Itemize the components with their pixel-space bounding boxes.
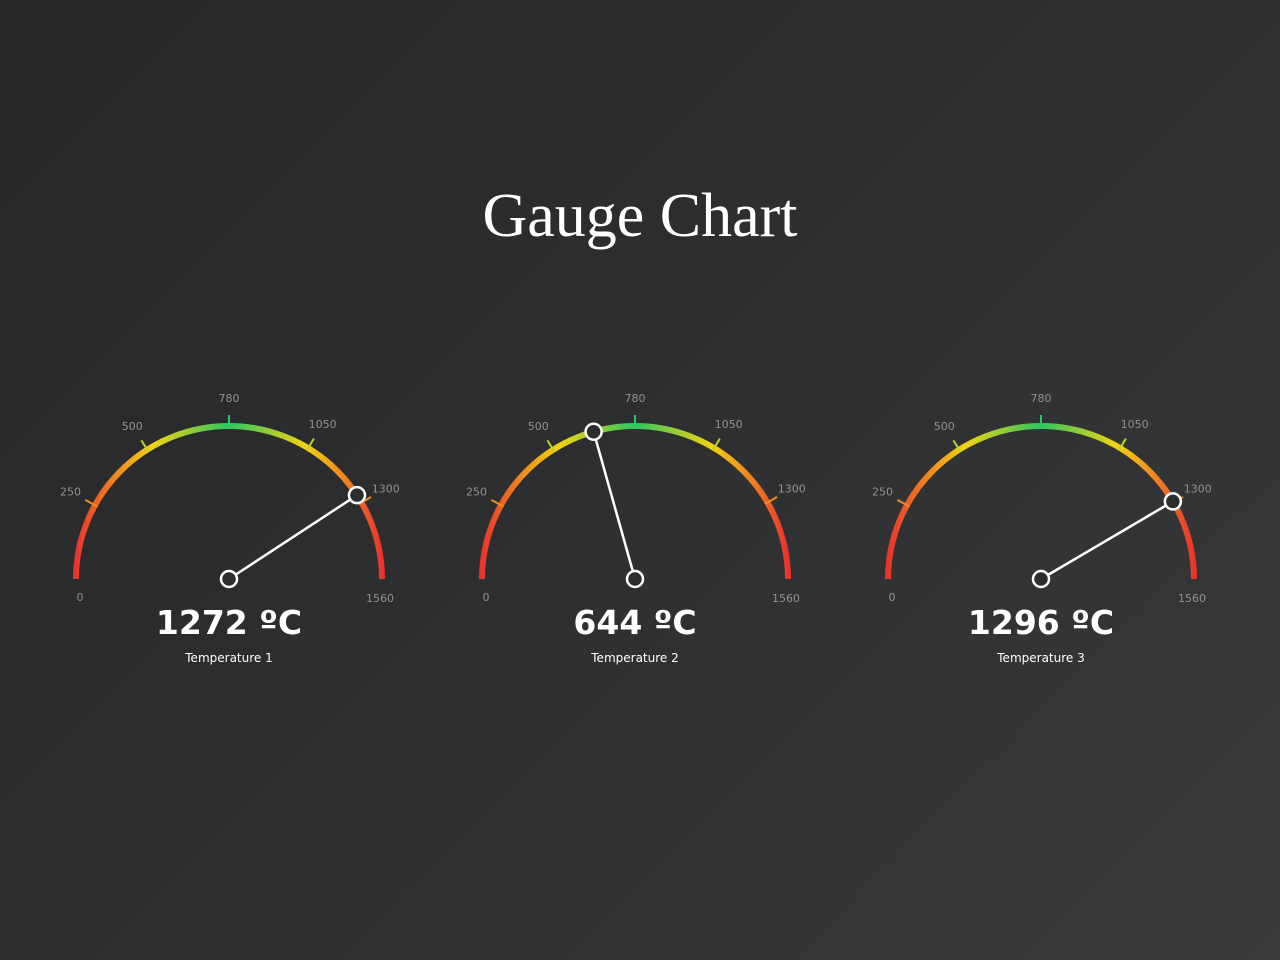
gauge-tick xyxy=(490,499,505,508)
gauge-tick-label: 1050 xyxy=(309,418,337,431)
gauge-needle-tip xyxy=(347,485,367,505)
gauge-value-label: 644 ºC xyxy=(573,603,696,642)
gauge-needle-tip xyxy=(1163,492,1183,511)
gauge-tick xyxy=(305,438,315,452)
gauge-tick-label: 250 xyxy=(872,486,893,499)
gauge-tick-label: 500 xyxy=(934,420,955,433)
gauge-tick xyxy=(711,438,721,452)
gauge-tick-label: 250 xyxy=(60,486,81,499)
gauge-arc xyxy=(885,423,1197,580)
gauge-temperature-2: 0 250 500 780 1050 1300 1560 644 ºC Temperature … xyxy=(466,392,806,665)
gauge-tick-label: 1300 xyxy=(372,483,400,496)
gauge-needle xyxy=(1040,500,1174,581)
gauge-tick-label: 780 xyxy=(625,392,646,405)
gauge-tick-label: 1560 xyxy=(772,592,800,605)
gauge-tick-label: 1560 xyxy=(366,592,394,605)
gauge-tick xyxy=(140,439,150,453)
gauge-arc xyxy=(479,423,791,580)
gauge-name-label: Temperature 3 xyxy=(996,651,1084,665)
gauge-tick-label: 1050 xyxy=(1121,418,1149,431)
gauge-tick-label: 0 xyxy=(889,591,896,604)
gauge-tick-label: 1560 xyxy=(1178,592,1206,605)
gauge-name-label: Temperature 1 xyxy=(184,651,272,665)
gauge-tick-label: 780 xyxy=(219,392,240,405)
gauge-tick-label: 1300 xyxy=(1184,483,1212,496)
gauge-tick xyxy=(546,439,556,453)
gauge-tick xyxy=(1117,438,1127,452)
gauge-needle xyxy=(228,494,358,581)
gauge-tick-label: 0 xyxy=(77,591,84,604)
gauge-temperature-1: 0 250 500 780 1050 1300 1560 1272 ºC Temperature… xyxy=(60,392,400,665)
gauge-tick xyxy=(896,499,911,508)
gauge-needle xyxy=(592,431,637,580)
gauge-temperature-3: 0 250 500 780 1050 1300 1560 1296 ºC Temperature… xyxy=(872,392,1212,665)
gauge-tick-label: 780 xyxy=(1031,392,1052,405)
gauge-name-label: Temperature 2 xyxy=(590,651,678,665)
gauge-needle-pivot xyxy=(219,569,239,589)
gauge-tick xyxy=(764,496,778,505)
gauge-tick-label: 500 xyxy=(122,420,143,433)
gauge-arc xyxy=(73,423,385,580)
gauge-tick-label: 250 xyxy=(466,486,487,499)
gauge-needle-pivot xyxy=(1031,569,1051,589)
gauge-tick-label: 1300 xyxy=(778,483,806,496)
gauge-needle-pivot xyxy=(625,569,645,589)
gauge-needle-tip xyxy=(584,422,603,441)
gauge-value-label: 1272 ºC xyxy=(156,603,302,642)
page-title: Gauge Chart xyxy=(482,182,798,250)
gauge-tick xyxy=(952,439,962,453)
gauge-tick-label: 500 xyxy=(528,420,549,433)
gauge-tick-label: 0 xyxy=(483,591,490,604)
gauge-tick xyxy=(84,499,99,508)
gauge-tick-label: 1050 xyxy=(715,418,743,431)
gauge-value-label: 1296 ºC xyxy=(968,603,1114,642)
